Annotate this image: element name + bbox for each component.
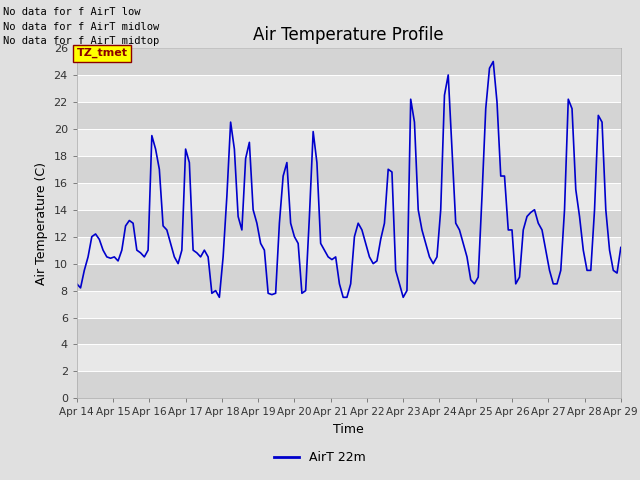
- Text: No data for f AirT midlow: No data for f AirT midlow: [3, 22, 159, 32]
- Text: TZ_tmet: TZ_tmet: [77, 48, 128, 58]
- Bar: [77, 48, 621, 75]
- Bar: [77, 264, 621, 290]
- Bar: [77, 156, 621, 183]
- Legend: AirT 22m: AirT 22m: [269, 446, 371, 469]
- Bar: [77, 210, 621, 237]
- Bar: [77, 102, 621, 129]
- Text: No data for f AirT low: No data for f AirT low: [3, 7, 141, 17]
- Bar: [77, 318, 621, 345]
- X-axis label: Time: Time: [333, 423, 364, 436]
- Text: No data for f AirT midtop: No data for f AirT midtop: [3, 36, 159, 46]
- Bar: [77, 372, 621, 398]
- Y-axis label: Air Temperature (C): Air Temperature (C): [35, 162, 48, 285]
- Title: Air Temperature Profile: Air Temperature Profile: [253, 25, 444, 44]
